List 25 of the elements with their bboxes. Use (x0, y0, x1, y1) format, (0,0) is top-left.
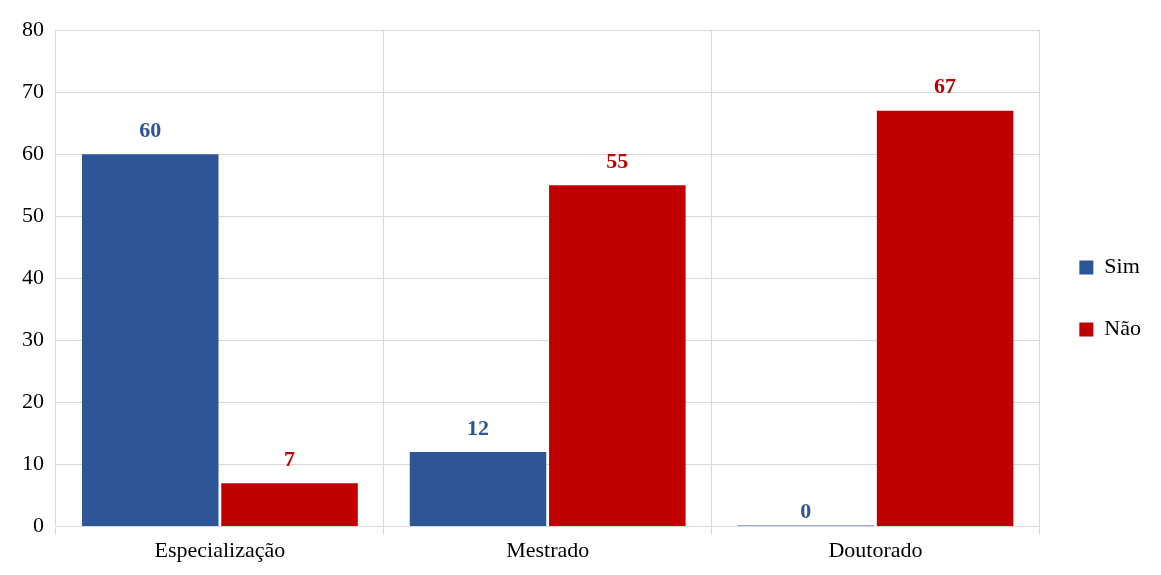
data-label: 67 (934, 73, 957, 99)
legend-label: Sim (1104, 253, 1140, 279)
x-tick-label: Mestrado (506, 536, 590, 562)
x-tick-label: Especialização (154, 536, 286, 562)
data-label: 55 (606, 147, 629, 173)
y-tick-label: 40 (22, 264, 44, 290)
bar (81, 154, 219, 527)
bar (221, 483, 358, 527)
data-label: 7 (284, 445, 296, 471)
data-label: 0 (800, 498, 812, 524)
bar (876, 110, 1014, 527)
data-label: 12 (467, 414, 490, 440)
y-tick-label: 30 (22, 326, 44, 352)
bar (549, 185, 686, 527)
y-tick-label: 20 (22, 388, 44, 414)
y-tick-label: 70 (22, 77, 44, 103)
x-tick-label: Doutorado (828, 536, 923, 562)
y-tick-label: 0 (33, 512, 44, 538)
legend-label: Não (1104, 315, 1141, 341)
y-tick-label: 80 (22, 15, 44, 41)
data-label: 60 (139, 116, 162, 142)
bar (409, 452, 547, 527)
y-tick-label: 10 (22, 450, 44, 476)
y-tick-label: 60 (22, 139, 44, 165)
y-tick-label: 50 (22, 202, 44, 228)
